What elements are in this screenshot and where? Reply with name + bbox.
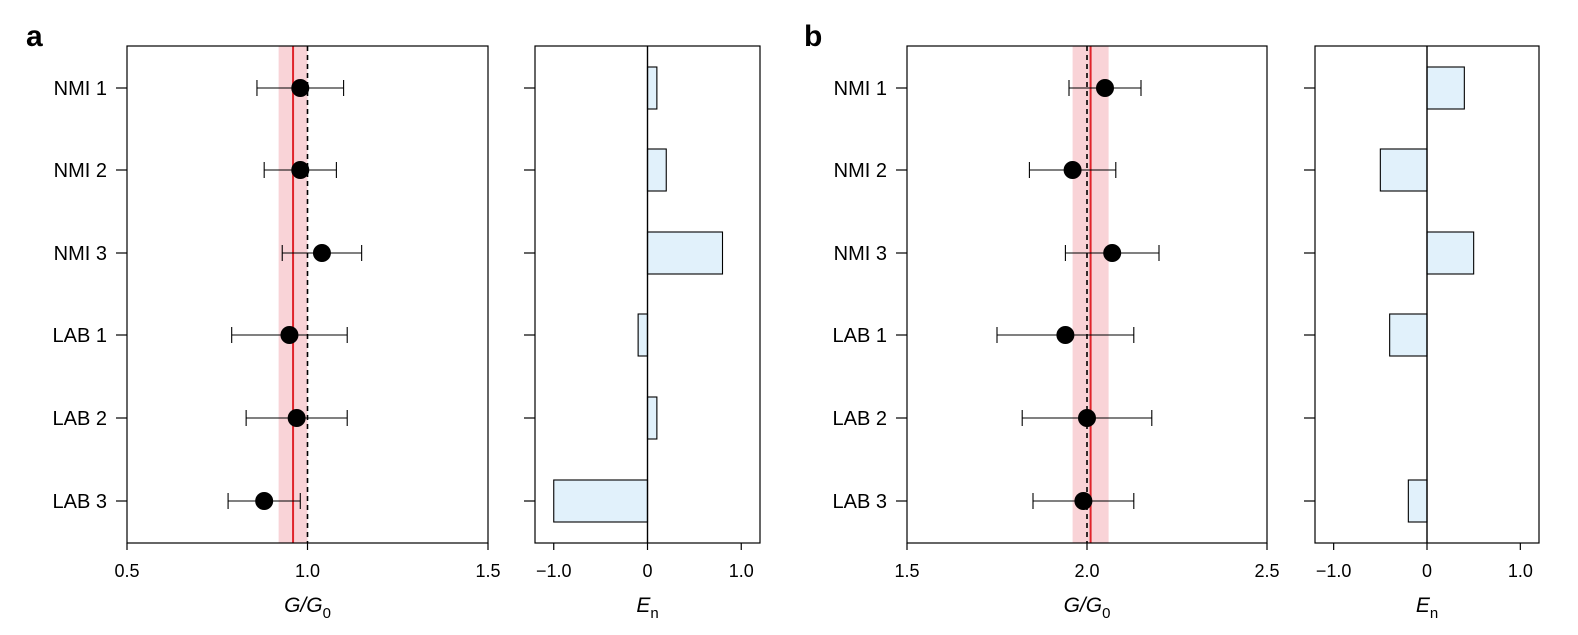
x-axis-label: G/G0: [284, 594, 331, 622]
data-point: [255, 492, 274, 510]
en-bar: [1426, 231, 1475, 275]
charts-layer: NMI 1 NMI 2 NMI 3 LAB 1 LAB 2 LAB 3 0.5 1.0 1.5 G…: [53, 45, 1540, 622]
data-point: [1074, 492, 1093, 510]
x-tick-label: −1.0: [536, 561, 572, 581]
data-point: [1056, 326, 1075, 344]
x-axis-label: En: [1416, 594, 1438, 622]
data-point: [312, 244, 331, 262]
x-axis-label: G/G0: [1064, 594, 1111, 622]
y-tick-label: NMI 2: [54, 160, 107, 182]
en-bar: [646, 148, 667, 192]
en-bar: [1426, 66, 1465, 110]
x-axis-label-main: E: [636, 594, 651, 617]
x-axis-0: 0.5 1.0 1.5 G/G0: [114, 543, 501, 622]
x-tick-label: 1.5: [475, 561, 500, 581]
y-axis-1: [524, 87, 535, 502]
y-tick-label: LAB 1: [833, 325, 887, 347]
x-tick-label: 2.0: [1074, 561, 1099, 581]
en-bar: [646, 396, 658, 440]
y-tick-label: LAB 2: [53, 408, 107, 430]
y-tick-label: NMI 2: [834, 160, 887, 182]
data-point: [291, 161, 310, 179]
y-tick-label: LAB 3: [833, 491, 887, 513]
y-tick-label: LAB 3: [53, 491, 107, 513]
y-tick-label: NMI 1: [54, 78, 107, 100]
x-axis-2: 1.5 2.0 2.5 G/G0: [894, 543, 1280, 622]
y-axis-3: [1304, 87, 1315, 502]
y-axis-0: NMI 1 NMI 2 NMI 3 LAB 1 LAB 2 LAB 3: [53, 78, 127, 513]
data-point: [1103, 244, 1122, 262]
data-point: [1096, 79, 1114, 97]
scatter-panel-b: [906, 45, 1268, 544]
x-axis-label: En: [636, 594, 658, 622]
y-tick-label: NMI 3: [54, 243, 107, 265]
en-bar: [646, 66, 658, 110]
data-point: [287, 409, 306, 427]
en-bar: [1389, 313, 1428, 357]
x-axis-label-main: E: [1416, 594, 1431, 617]
x-tick-label: 1.0: [729, 561, 754, 581]
y-tick-label: NMI 1: [834, 78, 887, 100]
en-bar: [646, 231, 724, 275]
y-tick-label: LAB 2: [833, 408, 887, 430]
x-axis-1: −1.0 0 1.0 En: [536, 543, 754, 622]
data-point: [291, 79, 310, 97]
y-tick-label: NMI 3: [834, 243, 887, 265]
x-axis-label-main: G/G: [284, 594, 323, 617]
data-point: [1063, 161, 1082, 179]
x-axis-label-subscript: n: [650, 605, 658, 622]
x-axis-label-subscript: 0: [323, 605, 331, 622]
bar-panel-b: [1314, 45, 1540, 544]
x-tick-label: 0.5: [114, 561, 139, 581]
y-axis-2: NMI 1 NMI 2 NMI 3 LAB 1 LAB 2 LAB 3: [833, 78, 907, 513]
x-axis-label-subscript: 0: [1102, 605, 1110, 622]
x-axis-label-subscript: n: [1430, 605, 1438, 622]
data-point: [280, 326, 299, 344]
scatter-panel-a: [126, 45, 489, 544]
x-tick-label: 1.5: [894, 561, 919, 581]
x-axis-label-main: G/G: [1064, 594, 1103, 617]
x-tick-label: 1.0: [295, 561, 320, 581]
data-point: [1078, 409, 1096, 427]
y-tick-label: LAB 1: [53, 325, 107, 347]
en-bar: [1379, 148, 1428, 192]
x-tick-label: −1.0: [1316, 561, 1352, 581]
panel-letter-b: b: [804, 20, 822, 53]
bar-panel-a: [534, 45, 761, 544]
panel-letter-a: a: [26, 20, 43, 53]
x-tick-label: 2.5: [1254, 561, 1279, 581]
en-bar: [637, 313, 649, 357]
x-tick-label: 0: [1422, 561, 1432, 581]
x-tick-label: 1.0: [1508, 561, 1533, 581]
x-tick-label: 0: [642, 561, 652, 581]
x-axis-3: −1.0 0 1.0 En: [1316, 543, 1533, 622]
en-bar: [1407, 479, 1428, 523]
en-bar: [553, 479, 649, 523]
